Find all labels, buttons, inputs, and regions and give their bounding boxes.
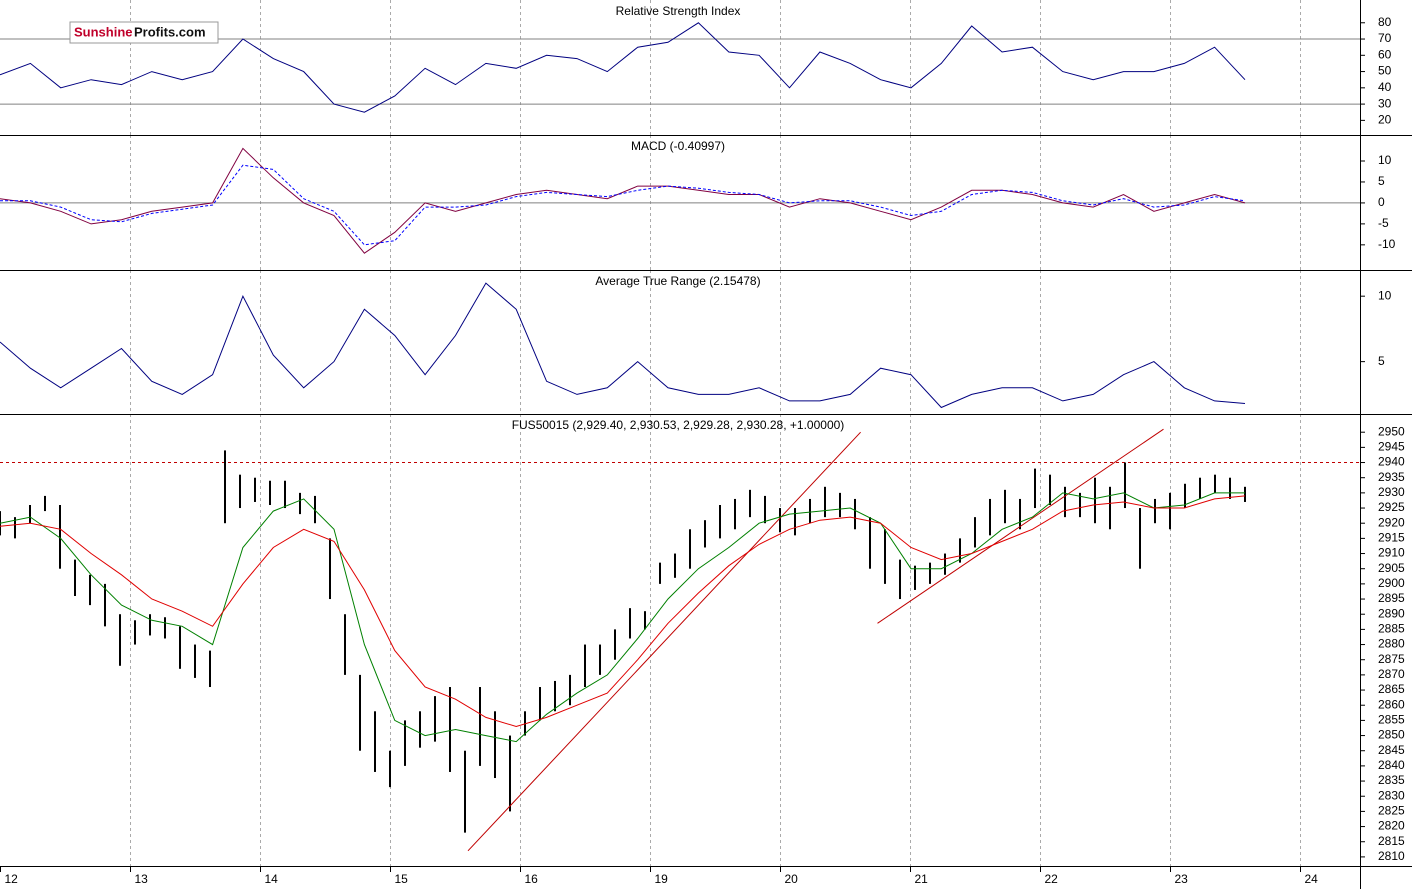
x-tick-label: 24: [1305, 872, 1319, 886]
series-line: [0, 282, 1246, 409]
y-tick-label: 2810: [1378, 849, 1405, 863]
x-tick-label: 23: [1175, 872, 1189, 886]
y-tick-label: 2905: [1378, 561, 1405, 575]
panel-title: Average True Range (2.15478): [595, 274, 760, 288]
y-tick-label: -5: [1378, 216, 1389, 230]
x-tick-label: 12: [5, 872, 19, 886]
logo-part2: Profits.com: [134, 24, 206, 39]
y-tick-label: 2910: [1378, 546, 1405, 560]
y-tick-label: 2950: [1378, 424, 1405, 438]
y-tick-label: 0: [1378, 195, 1385, 209]
y-tick-label: 2885: [1378, 622, 1405, 636]
y-tick-label: 30: [1378, 96, 1392, 110]
y-tick-label: 2875: [1378, 652, 1405, 666]
x-tick-label: 15: [395, 872, 409, 886]
y-tick-label: 5: [1378, 354, 1385, 368]
y-tick-label: -10: [1378, 237, 1396, 251]
y-tick-label: 2930: [1378, 485, 1405, 499]
y-tick-label: 2940: [1378, 455, 1405, 469]
y-tick-label: 2825: [1378, 804, 1405, 818]
y-tick-label: 2925: [1378, 500, 1405, 514]
y-tick-label: 10: [1378, 153, 1392, 167]
x-tick-label: 13: [135, 872, 149, 886]
y-tick-label: 2855: [1378, 713, 1405, 727]
y-tick-label: 70: [1378, 31, 1392, 45]
logo-part1: Sunshine: [74, 24, 133, 39]
y-tick-label: 50: [1378, 64, 1392, 78]
y-tick-label: 80: [1378, 15, 1392, 29]
x-tick-label: 20: [785, 872, 799, 886]
y-tick-label: 2870: [1378, 667, 1405, 681]
x-tick-label: 14: [265, 872, 279, 886]
y-tick-label: 2830: [1378, 788, 1405, 802]
x-tick-label: 16: [525, 872, 539, 886]
x-tick-label: 19: [655, 872, 669, 886]
panel-title: FUS50015 (2,929.40, 2,930.53, 2,929.28, …: [512, 418, 845, 432]
y-tick-label: 2900: [1378, 576, 1405, 590]
y-tick-label: 2890: [1378, 606, 1405, 620]
logo: Sunshine Profits.com: [69, 21, 219, 44]
y-tick-label: 2920: [1378, 515, 1405, 529]
logo-box: [69, 21, 219, 44]
y-tick-label: 5: [1378, 174, 1385, 188]
y-tick-label: 2935: [1378, 470, 1405, 484]
series-line: [0, 164, 1246, 246]
trend-line: [467, 431, 861, 852]
y-tick-label: 2850: [1378, 728, 1405, 742]
y-tick-label: 20: [1378, 113, 1392, 127]
y-tick-label: 2865: [1378, 682, 1405, 696]
y-tick-label: 2820: [1378, 819, 1405, 833]
trend-line: [877, 428, 1164, 624]
series-line: [0, 492, 1245, 743]
y-tick-label: 2840: [1378, 758, 1405, 772]
y-tick-label: 40: [1378, 80, 1392, 94]
x-tick-label: 22: [1045, 872, 1059, 886]
y-tick-label: 2860: [1378, 697, 1405, 711]
panel-title: MACD (-0.40997): [631, 139, 725, 153]
y-tick-label: 2880: [1378, 637, 1405, 651]
y-tick-label: 2895: [1378, 591, 1405, 605]
y-tick-label: 2845: [1378, 743, 1405, 757]
series-line: [0, 147, 1246, 254]
y-tick-label: 60: [1378, 47, 1392, 61]
y-tick-label: 2915: [1378, 531, 1405, 545]
series-line: [0, 495, 1246, 728]
x-tick-label: 21: [915, 872, 929, 886]
series-line: [0, 22, 1246, 113]
y-tick-label: 10: [1378, 288, 1392, 302]
panel-title: Relative Strength Index: [616, 4, 741, 18]
y-tick-label: 2835: [1378, 773, 1405, 787]
y-tick-label: 2945: [1378, 440, 1405, 454]
y-tick-label: 2815: [1378, 834, 1405, 848]
